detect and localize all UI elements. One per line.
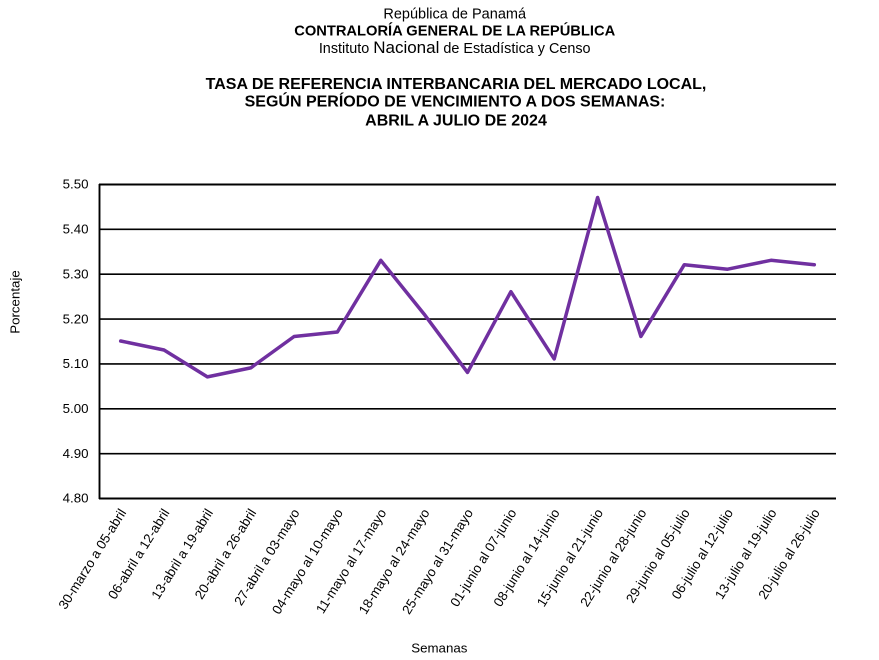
svg-text:5.40: 5.40	[63, 222, 89, 237]
svg-text:Porcentaje: Porcentaje	[8, 270, 23, 334]
svg-text:4.90: 4.90	[63, 446, 89, 461]
svg-text:4.80: 4.80	[63, 491, 89, 506]
svg-text:5.00: 5.00	[63, 401, 89, 416]
svg-text:5.10: 5.10	[63, 356, 89, 371]
svg-text:5.20: 5.20	[63, 311, 89, 326]
svg-text:CONTRALORÍA GENERAL DE LA REPÚ: CONTRALORÍA GENERAL DE LA REPÚBLICA	[294, 22, 615, 40]
svg-text:República de Panamá: República de Panamá	[383, 7, 527, 23]
svg-text:Semanas: Semanas	[411, 640, 468, 655]
svg-text:5.50: 5.50	[63, 177, 89, 192]
svg-text:SEGÚN PERÍODO DE VENCIMIENTO A: SEGÚN PERÍODO DE VENCIMIENTO A DOS SEMAN…	[245, 92, 666, 111]
svg-text:Instituto Nacional de Estadíst: Instituto Nacional de Estadística y Cens…	[319, 38, 591, 57]
svg-text:TASA DE REFERENCIA INTERBANCAR: TASA DE REFERENCIA INTERBANCARIA DEL MER…	[206, 76, 707, 93]
svg-text:5.30: 5.30	[63, 266, 89, 281]
svg-text:ABRIL A JULIO DE 2024: ABRIL A JULIO DE 2024	[365, 113, 547, 130]
